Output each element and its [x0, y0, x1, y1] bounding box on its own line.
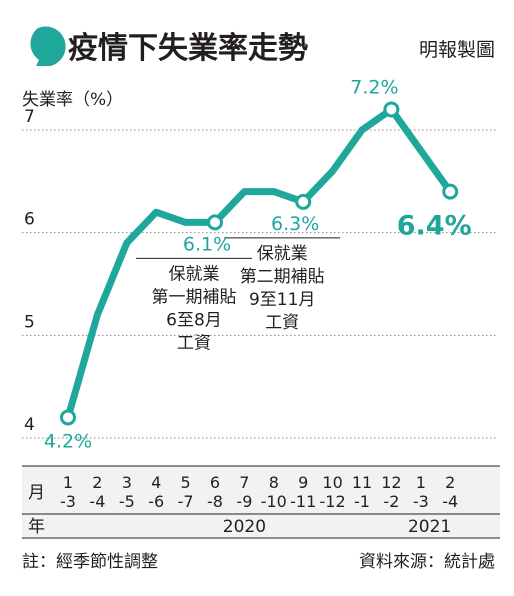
point-marker-0: [60, 409, 76, 426]
point-marker-11: [383, 101, 400, 118]
x-tick-month-3: 3: [122, 473, 132, 492]
x-tick-range-9: -11: [290, 492, 316, 511]
x-tick-month-14: 2: [445, 473, 455, 492]
value-label-11: 7.2%: [350, 76, 398, 98]
x-tick-range-7: -9: [236, 492, 252, 511]
x-tick-range-2: -4: [89, 492, 105, 511]
x-tick-month-12: 12: [381, 473, 401, 492]
x-tick-month-1: 1: [63, 473, 73, 492]
x-tick-month-5: 5: [181, 473, 191, 492]
x-tick-range-13: -3: [413, 492, 429, 511]
x-tick-month-9: 9: [298, 473, 308, 492]
x-tick-month-8: 8: [269, 473, 279, 492]
point-marker-13: [442, 183, 459, 200]
y-tick-labels: 4 5 6 7: [24, 107, 35, 435]
x-tick-month-7: 7: [239, 473, 249, 492]
gridlines: [22, 129, 498, 439]
x-tick-range-14: -4: [442, 492, 458, 511]
x-tick-month-4: 4: [151, 473, 161, 492]
x-tick-labels: 1-32-43-54-65-76-87-98-109-1110-1211-112…: [60, 473, 458, 511]
annotation-1-line-2: 第一期補貼: [152, 287, 237, 307]
year-label-2021: 2021: [408, 517, 451, 537]
x-tick-month-11: 11: [352, 473, 372, 492]
x-tick-range-4: -6: [148, 492, 164, 511]
x-axis-band: [22, 466, 500, 538]
annotation-2-line-1: 保就業: [257, 244, 308, 264]
x-tick-month-6: 6: [210, 473, 220, 492]
point-markers: [60, 101, 459, 426]
value-labels: 4.2% 6.1% 6.3% 7.2% 6.4%: [44, 76, 472, 452]
y-axis-title: 失業率（%）: [22, 90, 123, 110]
footer-source: 資料來源：統計處: [359, 552, 495, 572]
x-tick-range-8: -10: [261, 492, 287, 511]
annotation-2-line-4: 工資: [265, 313, 299, 333]
year-labels: 2020 2021: [223, 517, 451, 537]
footer-note: 註：經季節性調整: [22, 552, 158, 572]
y-tick-label-5: 5: [24, 312, 35, 332]
point-marker-8: [295, 193, 312, 210]
value-label-8: 6.3%: [271, 213, 319, 235]
chart-title: 疫情下失業率走勢: [68, 31, 308, 66]
y-tick-label-7: 7: [24, 107, 35, 127]
x-tick-range-12: -2: [383, 492, 399, 511]
annotation-2-line-3: 9至11月: [249, 290, 315, 310]
x-tick-month-10: 10: [322, 473, 342, 492]
value-label-0: 4.2%: [44, 430, 92, 452]
annotation-1-line-3: 6至8月: [166, 310, 222, 330]
year-row-label: 年: [28, 517, 45, 537]
annotation-1-line-1: 保就業: [169, 264, 220, 284]
x-tick-range-6: -8: [207, 492, 223, 511]
x-tick-month-13: 1: [416, 473, 426, 492]
annotation-2-line-2: 第二期補貼: [240, 267, 325, 287]
speech-bubble-icon: [30, 26, 66, 67]
x-tick-range-1: -3: [60, 492, 76, 511]
x-tick-range-3: -5: [119, 492, 135, 511]
x-tick-range-5: -7: [178, 492, 194, 511]
credit-label: 明報製圖: [419, 39, 495, 61]
annotation-1-line-4: 工資: [177, 333, 211, 353]
value-label-13: 6.4%: [397, 211, 472, 242]
x-tick-range-10: -12: [320, 492, 346, 511]
y-tick-label-4: 4: [24, 415, 35, 435]
value-label-5: 6.1%: [183, 233, 231, 255]
y-tick-label-6: 6: [24, 210, 35, 230]
x-tick-month-2: 2: [92, 473, 102, 492]
month-row-label: 月: [28, 483, 45, 503]
point-marker-5: [207, 214, 223, 231]
year-label-2020: 2020: [223, 517, 266, 537]
x-tick-range-11: -1: [354, 492, 370, 511]
